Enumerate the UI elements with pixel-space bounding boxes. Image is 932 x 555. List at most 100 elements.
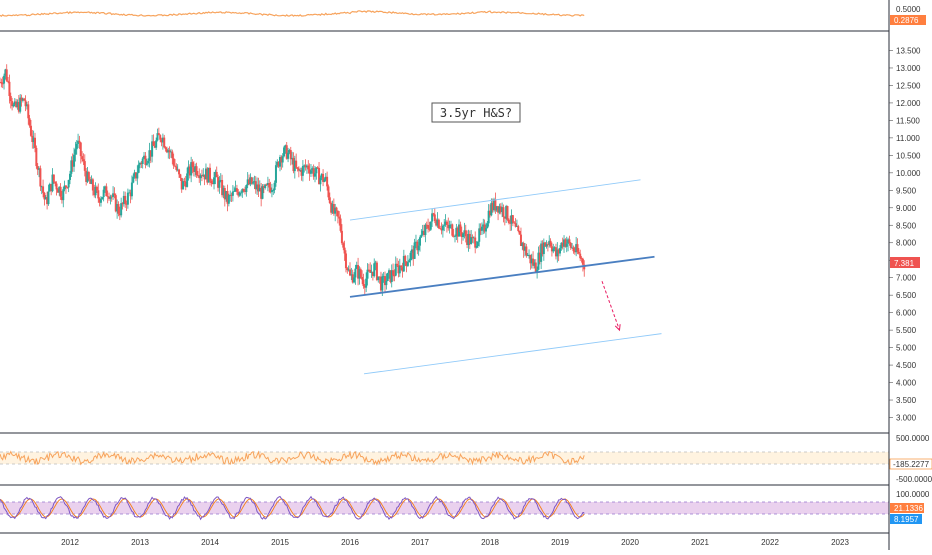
candle-body	[366, 269, 369, 279]
candle-body	[28, 118, 31, 126]
candle-body	[283, 147, 286, 157]
candle-body	[143, 155, 146, 159]
candle	[13, 98, 16, 107]
candle	[370, 264, 373, 278]
candle	[172, 153, 175, 169]
candle	[42, 179, 45, 198]
candle	[40, 185, 43, 195]
candle-body	[75, 143, 78, 150]
candle	[349, 262, 351, 277]
top-pane: 0.5000 0.2876	[0, 5, 926, 32]
candle	[428, 221, 431, 232]
candle	[367, 263, 370, 272]
candle-body	[214, 171, 217, 178]
x-tick-label: 2018	[481, 538, 499, 547]
candle	[91, 177, 94, 196]
candles-group	[0, 64, 586, 297]
channel-lower-line[interactable]	[349, 255, 655, 298]
candle-body	[245, 185, 248, 193]
candle-body	[400, 265, 403, 268]
candle-body	[229, 194, 232, 196]
candle	[472, 236, 475, 244]
candle-body	[382, 276, 385, 277]
candle	[217, 174, 220, 192]
candle	[44, 195, 47, 200]
candle-body	[129, 192, 132, 197]
stoch-k-line	[0, 495, 585, 521]
candle	[184, 175, 187, 191]
candle	[215, 166, 218, 178]
candle	[396, 258, 399, 267]
candle-body	[279, 156, 281, 167]
last-price-bg	[890, 257, 920, 268]
candle	[346, 267, 349, 274]
candle-body	[15, 101, 18, 108]
candle	[503, 216, 506, 226]
candle	[556, 242, 559, 263]
candle	[75, 140, 78, 155]
candle	[475, 241, 478, 249]
candle-body	[280, 156, 283, 163]
candle-body	[29, 125, 32, 136]
candle	[519, 227, 522, 247]
channel-projected-line[interactable]	[363, 333, 662, 375]
candle	[497, 205, 500, 221]
candle	[397, 260, 400, 278]
candle-body	[234, 188, 237, 192]
candle	[544, 241, 547, 248]
candle-body	[331, 204, 334, 213]
down-arrow-shaft[interactable]	[601, 281, 620, 331]
candle	[106, 190, 109, 204]
candle-body	[195, 166, 198, 175]
annotation-box[interactable]: 3.5yr H&S?	[431, 102, 521, 123]
candle	[576, 238, 579, 255]
y-tick-label: 3.000	[896, 414, 917, 423]
candle-body	[312, 168, 315, 177]
candle	[303, 164, 306, 173]
candle	[161, 133, 164, 150]
candle	[117, 201, 120, 217]
candle	[169, 148, 172, 158]
candle-body	[419, 237, 421, 246]
candle	[565, 236, 568, 253]
candle-body	[211, 182, 214, 185]
candle	[168, 146, 171, 160]
candle	[63, 180, 66, 192]
candle-body	[93, 190, 96, 196]
candle	[266, 176, 269, 192]
candle-body	[52, 174, 55, 182]
candle-body	[563, 239, 566, 247]
candle-body	[386, 273, 389, 281]
candle	[361, 270, 364, 285]
candle-body	[342, 243, 345, 248]
candle-body	[176, 169, 179, 171]
candle	[79, 141, 82, 164]
candle-body	[196, 174, 199, 176]
candle	[382, 271, 385, 283]
candle-body	[258, 187, 261, 192]
candle-body	[141, 158, 144, 165]
candle-body	[207, 167, 210, 183]
candle-body	[284, 145, 287, 148]
channel-upper-line[interactable]	[349, 179, 641, 221]
candle-body	[36, 166, 39, 170]
candle	[571, 243, 574, 249]
candle-body	[116, 203, 119, 212]
candle-body	[361, 276, 364, 280]
candle-body	[265, 184, 268, 186]
candle	[311, 166, 314, 174]
candle	[339, 214, 342, 233]
candle-body	[479, 228, 482, 231]
candle	[254, 176, 257, 194]
candle-body	[432, 213, 435, 215]
candle-body	[157, 133, 160, 136]
candle	[498, 203, 501, 215]
candle	[276, 159, 279, 168]
candle	[427, 218, 430, 233]
candle-body	[98, 198, 101, 203]
candle-body	[257, 184, 260, 192]
candle-body	[194, 166, 197, 172]
candle	[256, 177, 259, 195]
annotation-frame	[431, 102, 521, 123]
candle-body	[445, 221, 448, 225]
